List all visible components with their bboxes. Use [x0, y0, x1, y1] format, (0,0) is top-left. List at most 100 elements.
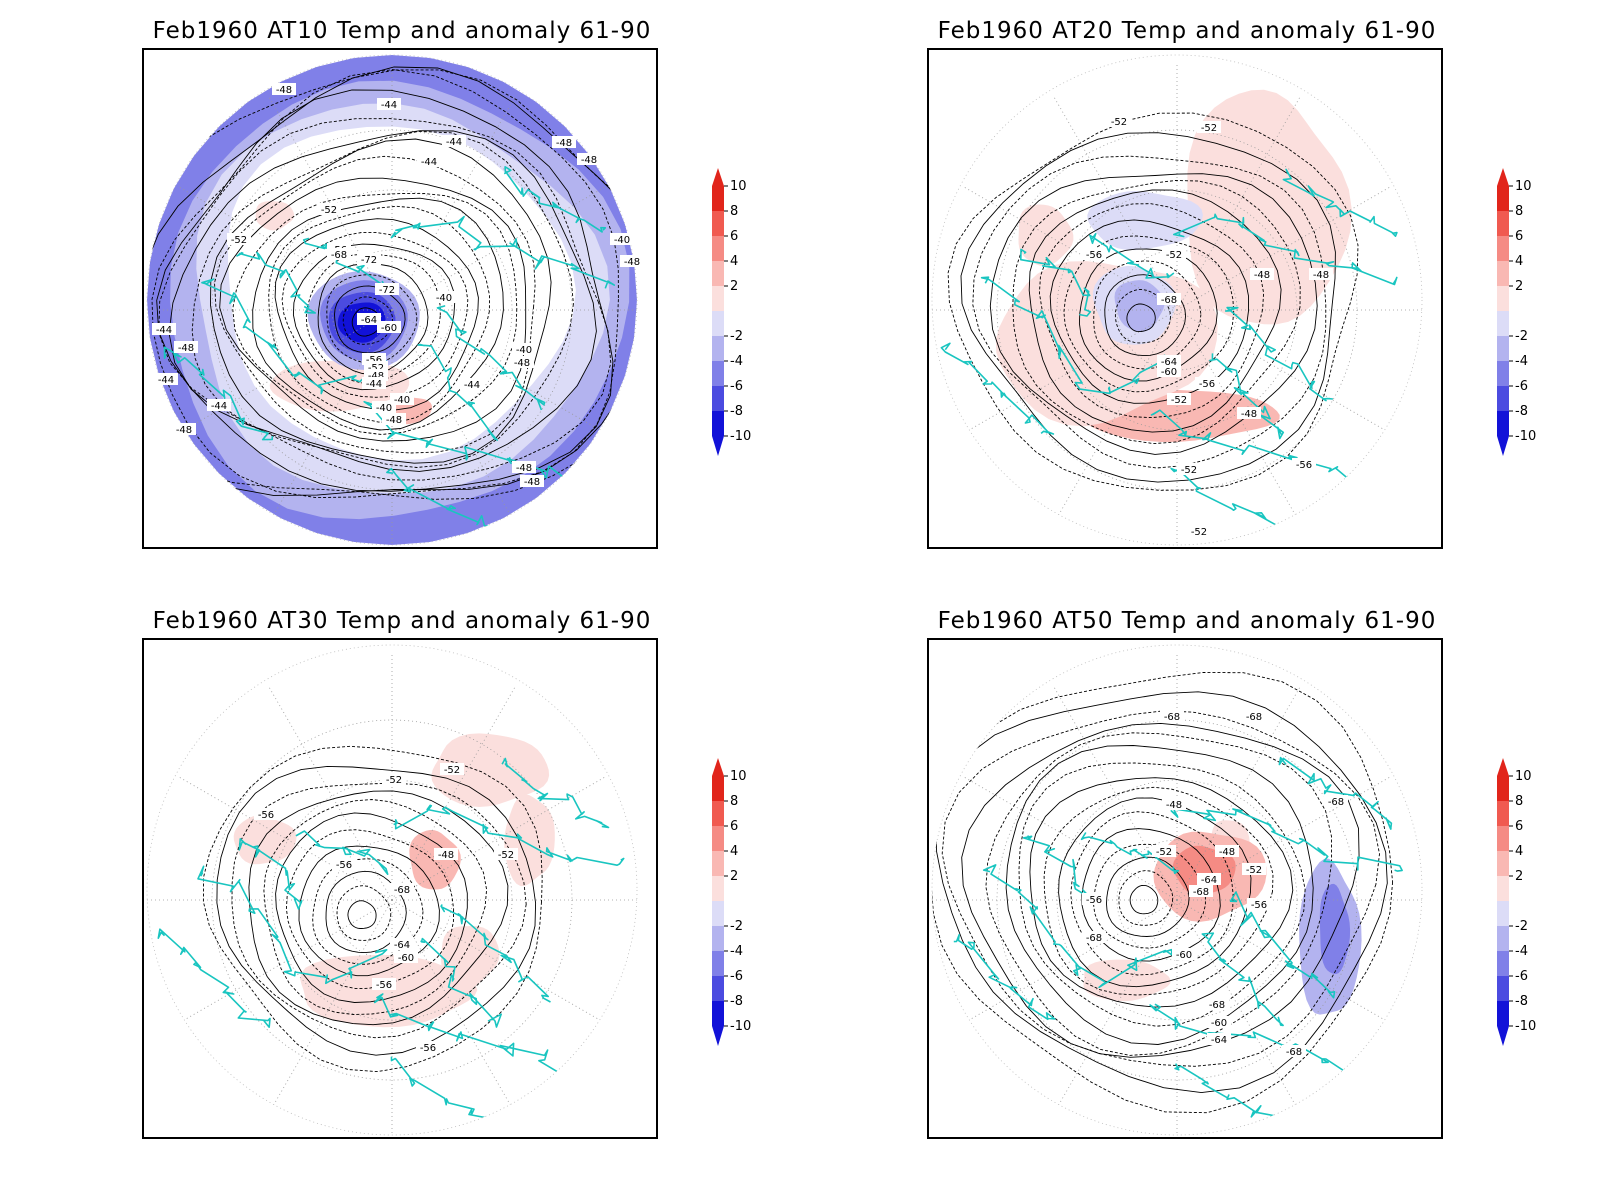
colorbar-segment: [1497, 901, 1509, 926]
coastline: [238, 838, 303, 910]
contour-label-bg: [1189, 885, 1213, 897]
colorbar-label: 10: [730, 769, 747, 784]
contour-label-bg: [1195, 377, 1219, 389]
contour-line: [961, 722, 1360, 1058]
contour-label-bg: [434, 848, 458, 860]
contour-label-bg: [1162, 248, 1186, 260]
contour-label: -52: [321, 205, 337, 216]
contour-line: [1005, 745, 1314, 1045]
contour-label-bg: [1152, 845, 1176, 857]
contour-label: -44: [464, 380, 480, 391]
contour-label: -60: [1176, 950, 1192, 961]
colorbar-segment: [712, 336, 724, 361]
coastline: [393, 804, 625, 866]
contour-label-bg: [1207, 1016, 1231, 1028]
meridian-line: [391, 687, 515, 901]
map-frame: -52 -52 -56 -52 -48 -48 -68 -64 -60 -56 -52 -48 -52 -…: [927, 48, 1443, 549]
contour-label-bg: [152, 323, 176, 335]
contour-label: -56: [1086, 895, 1102, 906]
colorbar-segment: [1497, 186, 1509, 211]
contour-line: [231, 782, 527, 1039]
contour-label: -64: [361, 315, 377, 326]
contour-label-bg: [1157, 293, 1181, 305]
colorbar-segment: [1497, 311, 1509, 336]
colorbar-top-arrow: [1497, 758, 1509, 776]
meridian-line: [179, 777, 393, 901]
contour-line: [285, 829, 455, 990]
contour-label: -68: [1328, 797, 1344, 808]
contour-label: -68: [1161, 295, 1177, 306]
polar-map: -52 -52 -56 -52 -48 -48 -68 -64-60 -56 -52 -48 -52 -…: [931, 54, 1423, 546]
contour-label: -52: [231, 235, 247, 246]
colorbar-segment: [1497, 876, 1509, 901]
contour-label: -48: [1254, 270, 1270, 281]
contour-line: [168, 130, 597, 472]
meridian-line: [1176, 899, 1390, 1023]
meridian-line: [391, 899, 605, 1023]
meridian-line: [269, 309, 393, 523]
colorbar-bottom-arrow: [1497, 436, 1509, 456]
contour-label: -60: [1211, 1018, 1227, 1029]
contour-label-bg: [1177, 463, 1201, 475]
colorbar-segment: [1497, 801, 1509, 826]
contour-label-bg: [377, 98, 401, 110]
contour-label-bg: [1237, 407, 1261, 419]
contour-line: [312, 858, 424, 965]
contour-label-bg: [552, 136, 576, 148]
coastline: [982, 864, 1173, 989]
panel-at30: Feb1960 AT30 Temp and anomaly 61-90 -52-…: [142, 608, 902, 1168]
contour-label-bg: [510, 356, 534, 368]
colorbar-segment: [712, 236, 724, 261]
anomaly-fill: [441, 926, 500, 988]
contour-label: -60: [1161, 367, 1177, 378]
contour-label-bg: [317, 203, 341, 215]
colorbar-bottom-arrow: [712, 1026, 724, 1046]
colorbar-segment: [1497, 361, 1509, 386]
contour-label: -68: [1086, 933, 1102, 944]
contour-line: [342, 296, 393, 345]
contour-label-bg: [357, 253, 381, 265]
contour-line: [336, 885, 392, 941]
polar-map: -48-44-44-44-48-48-40-48-52-52-56-68-72-…: [146, 54, 644, 546]
colorbar-label: -8: [1515, 404, 1528, 419]
contour-line: [1028, 189, 1282, 433]
contour-label-bg: [372, 978, 396, 990]
contour-label-bg: [1250, 268, 1274, 280]
contour-label-bg: [327, 248, 351, 260]
contour-label-bg: [1247, 898, 1271, 910]
contour-label: -44: [446, 137, 462, 148]
contour-label-bg: [1157, 355, 1181, 367]
meridian-line: [1176, 309, 1300, 523]
contour-line: [147, 69, 637, 500]
coastline: [1149, 1003, 1361, 1085]
contour-line: [158, 118, 612, 481]
contour-label-bg: [1215, 845, 1239, 857]
contour-label: -68: [1193, 887, 1209, 898]
panel-at20: Feb1960 AT20 Temp and anomaly 61-90 -52-…: [927, 18, 1600, 578]
contour-label-bg: [577, 153, 601, 165]
colorbar-segment: [712, 951, 724, 976]
contour-label: -56: [1086, 250, 1102, 261]
colorbar-segment: [1497, 286, 1509, 311]
meridian-line: [179, 899, 393, 1023]
coastline: [157, 928, 271, 1028]
contour-label-bg: [1082, 931, 1106, 943]
colorbar: 10 8 6 4 2 -2 -4 -6 -8 -10: [1487, 756, 1567, 1056]
contour-label: -56: [258, 810, 274, 821]
contour-label-bg: [1282, 1045, 1306, 1057]
contour-label: -40: [516, 345, 532, 356]
contour-label-bg: [357, 313, 381, 325]
contour-line: [281, 231, 469, 398]
colorbar-svg: 10 8 6 4 2 -2 -4 -6 -8 -10: [712, 168, 751, 456]
contour-label: -44: [421, 157, 437, 168]
contour-label-bg: [174, 341, 198, 353]
contour-label: -48: [524, 477, 540, 488]
colorbar-segment: [1497, 211, 1509, 236]
contour-label: -68: [1246, 712, 1262, 723]
colorbar-label: -8: [730, 994, 743, 1009]
colorbar-label: -2: [1515, 919, 1528, 934]
contour-label-bg: [442, 135, 466, 147]
colorbar-segment: [712, 286, 724, 311]
coastline: [1089, 232, 1175, 279]
colorbar-label: 8: [730, 794, 738, 809]
